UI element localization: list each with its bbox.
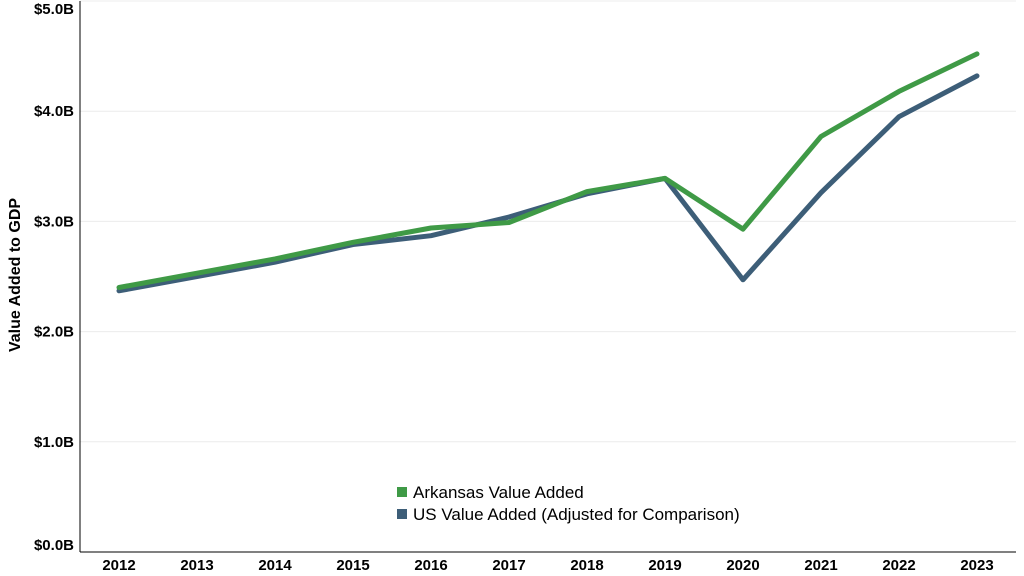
legend-label: US Value Added (Adjusted for Comparison) xyxy=(413,505,740,524)
legend-swatch xyxy=(397,509,407,519)
x-tick-label: 2019 xyxy=(648,557,681,574)
series-line-us xyxy=(116,73,980,294)
y-tick-labels: $0.0B $1.0B $2.0B $3.0B $4.0B $5.0B xyxy=(34,1,74,554)
x-tick-label: 2022 xyxy=(882,557,915,574)
y-tick-label: $4.0B xyxy=(34,103,74,120)
y-tick-label: $2.0B xyxy=(34,324,74,341)
y-tick-label: $0.0B xyxy=(34,537,74,554)
x-tick-label: 2015 xyxy=(336,557,369,574)
x-tick-label: 2021 xyxy=(804,557,837,574)
grid-lines xyxy=(80,0,1016,443)
x-tick-label: 2016 xyxy=(414,557,447,574)
series-line-arkansas xyxy=(116,51,980,290)
x-tick-labels: 2012 2013 2014 2015 2016 2017 2018 2019 2020 2021… xyxy=(102,557,993,574)
x-tick-label: 2014 xyxy=(258,557,292,574)
legend-swatch xyxy=(397,487,407,497)
series-lines xyxy=(116,51,980,294)
y-tick-label: $1.0B xyxy=(34,434,74,451)
legend: Arkansas Value Added US Value Added (Adju… xyxy=(397,483,740,524)
x-tick-label: 2013 xyxy=(180,557,213,574)
y-tick-label: $3.0B xyxy=(34,213,74,230)
x-tick-label: 2020 xyxy=(726,557,759,574)
y-axis-title: Value Added to GDP xyxy=(7,198,24,352)
y-tick-label: $5.0B xyxy=(34,1,74,18)
x-tick-label: 2012 xyxy=(102,557,135,574)
axes xyxy=(79,1,1016,553)
x-tick-label: 2017 xyxy=(492,557,525,574)
x-tick-label: 2018 xyxy=(570,557,603,574)
legend-label: Arkansas Value Added xyxy=(413,483,584,502)
x-tick-label: 2023 xyxy=(960,557,993,574)
